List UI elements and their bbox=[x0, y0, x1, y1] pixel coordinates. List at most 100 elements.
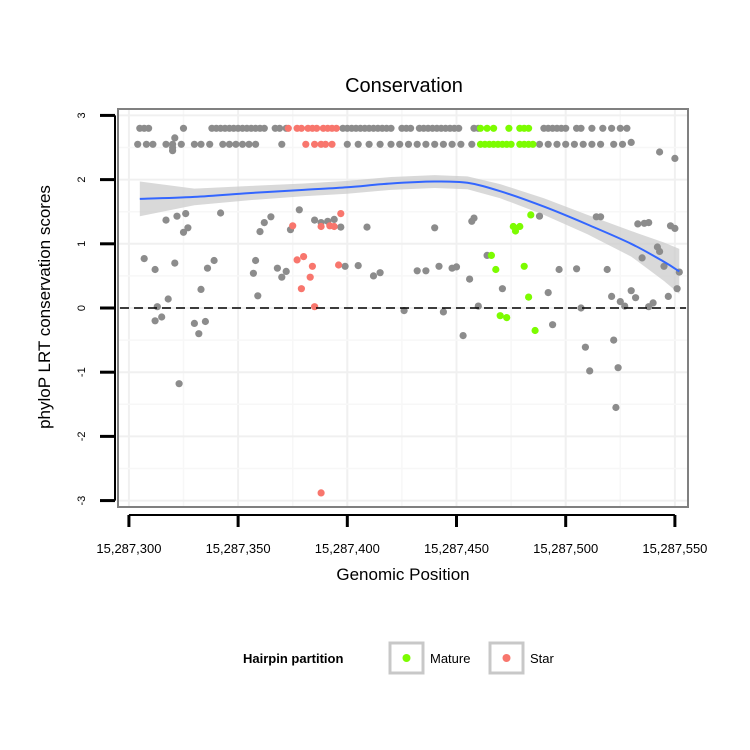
y-tick-label: -3 bbox=[76, 496, 88, 506]
point-other bbox=[134, 140, 142, 148]
x-tick-label: 15,287,350 bbox=[206, 541, 271, 556]
point-mature bbox=[525, 124, 533, 132]
point-mature bbox=[505, 124, 513, 132]
point-star bbox=[306, 273, 314, 281]
y-axis: 3 2 1 0 -1 -2 -3 bbox=[76, 112, 116, 506]
legend-label-star: Star bbox=[530, 651, 555, 666]
point-other bbox=[422, 140, 430, 148]
point-other bbox=[431, 140, 439, 148]
point-other bbox=[577, 124, 585, 132]
point-other bbox=[142, 140, 150, 148]
point-other bbox=[422, 267, 430, 275]
point-other bbox=[238, 140, 247, 148]
point-other bbox=[439, 140, 447, 148]
point-other bbox=[254, 292, 262, 300]
point-other bbox=[459, 332, 467, 340]
point-other bbox=[149, 140, 157, 148]
point-other bbox=[151, 317, 159, 325]
point-other bbox=[140, 255, 148, 263]
point-other bbox=[632, 294, 640, 302]
point-mature bbox=[525, 293, 533, 301]
point-other bbox=[455, 124, 463, 132]
point-other bbox=[190, 140, 198, 148]
point-mature bbox=[490, 124, 498, 132]
point-other bbox=[252, 256, 260, 265]
point-other bbox=[145, 124, 153, 132]
point-other bbox=[252, 140, 260, 148]
x-axis: 15,287,300 15,287,350 15,287,400 15,287,450… bbox=[96, 514, 707, 556]
point-other bbox=[162, 140, 170, 148]
point-other bbox=[171, 259, 179, 267]
point-star bbox=[284, 124, 292, 132]
point-mature bbox=[496, 312, 504, 320]
point-other bbox=[498, 285, 506, 293]
point-other bbox=[341, 262, 349, 270]
point-other bbox=[656, 148, 664, 156]
y-tick-label: 3 bbox=[76, 112, 88, 118]
point-other bbox=[618, 140, 627, 148]
point-other bbox=[610, 336, 618, 344]
point-mature bbox=[503, 314, 511, 322]
point-other bbox=[190, 319, 198, 327]
point-other bbox=[365, 140, 373, 148]
point-other bbox=[151, 265, 159, 274]
point-other bbox=[634, 220, 642, 228]
point-other bbox=[616, 124, 624, 132]
point-other bbox=[671, 224, 679, 232]
point-other bbox=[278, 273, 286, 281]
point-star bbox=[308, 262, 316, 270]
x-tick-label: 15,287,400 bbox=[315, 541, 380, 556]
point-mature bbox=[529, 140, 537, 148]
point-other bbox=[354, 140, 362, 148]
gridlines bbox=[119, 110, 687, 506]
point-mature bbox=[476, 124, 485, 132]
point-other bbox=[182, 210, 190, 218]
point-other bbox=[448, 140, 456, 148]
point-other bbox=[660, 262, 668, 270]
point-other bbox=[295, 206, 303, 214]
point-other bbox=[179, 124, 188, 132]
point-other bbox=[603, 265, 611, 274]
point-other bbox=[177, 140, 185, 148]
point-other bbox=[273, 264, 281, 272]
point-other bbox=[612, 403, 620, 412]
point-other bbox=[577, 304, 585, 312]
y-tick-label: 1 bbox=[76, 241, 88, 247]
point-star bbox=[311, 140, 319, 148]
x-tick-label: 15,287,450 bbox=[424, 541, 489, 556]
point-star bbox=[300, 253, 308, 261]
point-other bbox=[179, 228, 188, 236]
point-other bbox=[664, 292, 672, 300]
x-axis-label: Genomic Position bbox=[336, 565, 469, 584]
point-star bbox=[317, 489, 325, 497]
point-mature bbox=[483, 124, 491, 132]
point-other bbox=[206, 140, 214, 148]
point-other bbox=[535, 212, 544, 220]
point-other bbox=[164, 295, 172, 303]
point-other bbox=[245, 140, 253, 148]
point-other bbox=[376, 269, 384, 277]
point-mature bbox=[531, 326, 539, 335]
point-other bbox=[579, 140, 587, 148]
data-points bbox=[134, 124, 683, 497]
point-other bbox=[627, 287, 635, 295]
point-other bbox=[553, 140, 561, 148]
point-mature bbox=[492, 265, 500, 274]
point-other bbox=[535, 140, 544, 148]
point-other bbox=[369, 272, 378, 280]
x-tick-label: 15,287,500 bbox=[533, 541, 598, 556]
point-other bbox=[343, 140, 351, 148]
point-other bbox=[457, 140, 465, 148]
point-star bbox=[297, 285, 305, 293]
point-other bbox=[197, 285, 205, 293]
point-other bbox=[330, 215, 338, 223]
point-other bbox=[597, 140, 605, 148]
point-other bbox=[656, 247, 664, 256]
point-other bbox=[217, 209, 225, 217]
point-other bbox=[376, 140, 384, 148]
point-other bbox=[614, 364, 622, 372]
point-other bbox=[260, 219, 268, 227]
point-other bbox=[544, 289, 552, 297]
point-other bbox=[249, 269, 257, 277]
